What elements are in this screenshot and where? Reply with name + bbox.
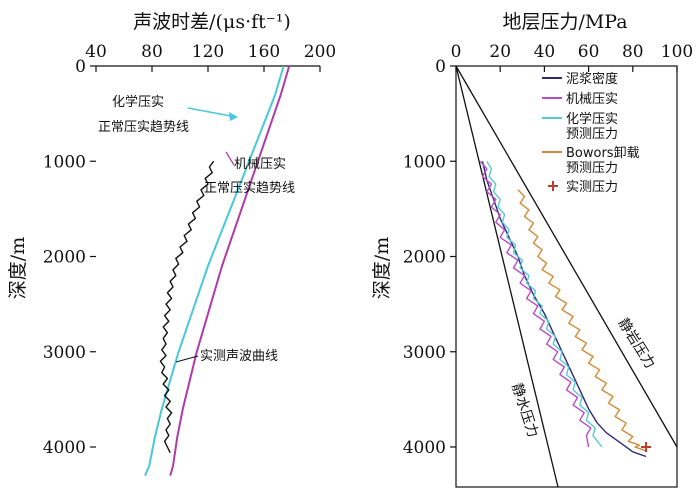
legend-label-4-0: 实测压力	[566, 180, 618, 195]
left-x-ticks: 40 80 120 160 200	[85, 42, 336, 72]
y-tick-label-1-1: 1000	[403, 152, 446, 172]
legend-label-3-1: 预测压力	[566, 161, 618, 176]
left-annotation-chem-arrow	[187, 107, 237, 118]
left-annotation-mech-2: 正常压实趋势线	[204, 180, 295, 196]
left-annotation-measured-pointer	[175, 355, 199, 363]
right-x-ticks: 0 20 40 60 80 100	[451, 42, 693, 72]
lithostatic-line	[455, 65, 678, 448]
y-tick-label-1-0: 0	[435, 57, 446, 77]
right-plot-frame	[455, 65, 678, 488]
left-annotation-chem-1: 化学压实	[112, 94, 164, 110]
y-tick-label-1-3: 3000	[403, 343, 446, 363]
left-y-axis-label: 深度/m	[7, 237, 29, 299]
series-line-0-0	[144, 65, 285, 477]
hydrostatic-line	[455, 65, 559, 488]
y-tick-label-1-2: 2000	[403, 248, 446, 268]
series-line-0-2	[159, 160, 215, 454]
right-chart-title: 地层压力/MPa	[502, 11, 627, 33]
x-tick-label-1-1: 20	[489, 42, 511, 62]
series-line-0-1	[169, 65, 291, 476]
series-marker-1-4	[641, 442, 652, 452]
x-tick-label-0-3: 160	[248, 42, 280, 62]
legend-label-1-0: 机械压实	[566, 92, 618, 107]
right-y-axis-label: 深度/m	[371, 237, 393, 299]
y-tick-label-0-3: 3000	[43, 343, 86, 363]
x-tick-label-0-4: 200	[304, 42, 336, 62]
y-tick-label-0-2: 2000	[43, 248, 86, 268]
legend-swatch-4	[548, 181, 558, 191]
legend-label-2-1: 预测压力	[566, 127, 618, 142]
y-tick-label-1-4: 4000	[403, 438, 446, 458]
series-line-1-0	[481, 161, 647, 458]
series-line-1-3	[517, 189, 647, 452]
left-y-ticks: 0 1000 2000 3000 4000	[43, 57, 96, 458]
legend-label-2-0: 化学压实	[566, 111, 618, 127]
left-annotation-chem-2: 正常压实趋势线	[98, 119, 189, 135]
series-line-1-1	[479, 160, 592, 448]
left-annotation-measured: 实测声波曲线	[200, 349, 278, 364]
left-annotation-chem-arrowhead	[229, 112, 238, 121]
x-tick-label-0-0: 40	[85, 42, 107, 62]
left-series-group	[144, 65, 291, 477]
left-annotation-mech-pointer	[225, 151, 235, 166]
x-tick-label-1-4: 80	[622, 42, 644, 62]
legend-label-0-0: 泥浆密度	[566, 71, 618, 87]
left-annotation-mech-1: 机械压实	[234, 157, 286, 172]
y-tick-label-0-1: 1000	[43, 152, 86, 172]
right-series-group	[479, 160, 652, 458]
x-tick-label-0-1: 80	[141, 42, 163, 62]
series-line-1-2	[486, 160, 603, 448]
y-tick-label-0-4: 4000	[43, 438, 86, 458]
hydrostatic-label: 静水压力	[508, 381, 541, 439]
x-tick-label-1-2: 40	[534, 42, 556, 62]
x-tick-label-1-3: 60	[578, 42, 600, 62]
lithostatic-label: 静岩压力	[615, 316, 658, 372]
y-tick-label-0-0: 0	[75, 57, 86, 77]
x-tick-label-1-0: 0	[451, 42, 462, 62]
left-chart: 声波时差/(μs·ft⁻¹) 40 80 120 160 200 0 1000 2000 30…	[7, 11, 336, 477]
left-chart-title: 声波时差/(μs·ft⁻¹)	[133, 11, 291, 33]
right-y-ticks: 0 1000 2000 3000 4000	[403, 57, 456, 458]
x-tick-label-0-2: 120	[192, 42, 224, 62]
legend-label-3-0: Bowors卸载	[566, 145, 640, 161]
x-tick-label-1-5: 100	[661, 42, 693, 62]
right-chart: 地层压力/MPa 0 20 40 60 80 100 01000200030004000 …	[371, 11, 693, 488]
